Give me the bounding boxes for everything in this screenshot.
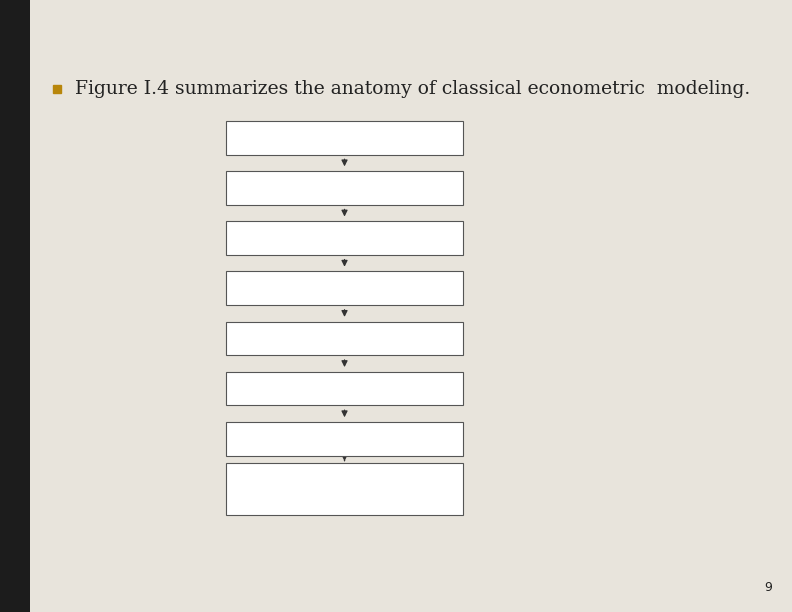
Text: Mathematical model of theory: Mathematical model of theory: [249, 181, 440, 195]
Text: Using the model for
control or policy purposes: Using the model for control or policy pu…: [261, 475, 428, 503]
Text: Figure I.4 summarizes the anatomy of classical econometric  modeling.: Figure I.4 summarizes the anatomy of cla…: [75, 80, 751, 98]
Text: Data: Data: [329, 282, 360, 295]
Text: Hypothesis testing: Hypothesis testing: [285, 382, 404, 395]
Text: Estimation of econometric model: Estimation of econometric model: [240, 332, 449, 345]
Text: 9: 9: [764, 581, 772, 594]
Text: Forecasting or prediction: Forecasting or prediction: [264, 432, 425, 446]
Text: Econometric model of theory: Econometric model of theory: [253, 231, 436, 245]
Text: Economic theory: Economic theory: [291, 131, 398, 144]
